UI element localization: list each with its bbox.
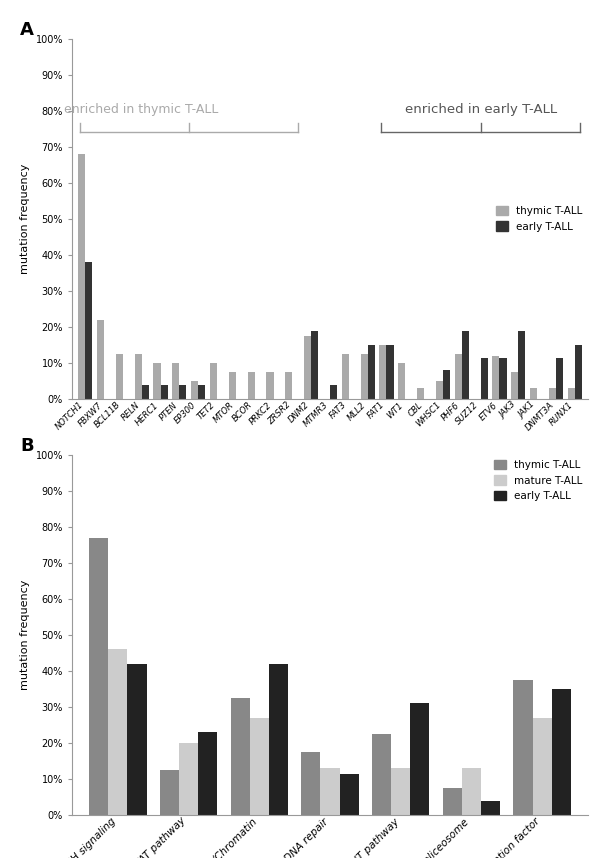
Bar [443, 788, 462, 815]
Y-axis label: mutation frequency: mutation frequency [20, 580, 30, 690]
Bar [481, 358, 488, 399]
Text: enriched in thymic T-ALL: enriched in thymic T-ALL [64, 103, 219, 116]
Bar [250, 718, 269, 815]
Bar [398, 363, 406, 399]
Bar [493, 356, 499, 399]
Bar [229, 372, 236, 399]
Bar [154, 363, 161, 399]
Legend: thymic T-ALL, early T-ALL: thymic T-ALL, early T-ALL [496, 206, 583, 232]
Bar [127, 664, 146, 815]
Bar [85, 262, 92, 399]
Bar [97, 320, 104, 399]
Bar [142, 384, 149, 399]
Legend: thymic T-ALL, mature T-ALL, early T-ALL: thymic T-ALL, mature T-ALL, early T-ALL [494, 460, 583, 501]
Text: A: A [20, 21, 34, 39]
Bar [533, 718, 551, 815]
Bar [386, 345, 394, 399]
Bar [109, 650, 127, 815]
Bar [455, 353, 462, 399]
Bar [361, 353, 368, 399]
Text: enriched in early T-ALL: enriched in early T-ALL [404, 103, 557, 116]
Bar [551, 689, 571, 815]
Bar [391, 768, 410, 815]
Bar [285, 372, 292, 399]
Bar [340, 774, 359, 815]
Bar [514, 680, 533, 815]
Bar [436, 381, 443, 399]
Bar [116, 353, 123, 399]
Bar [198, 384, 205, 399]
Bar [230, 698, 250, 815]
Bar [499, 358, 506, 399]
Bar [269, 664, 288, 815]
Bar [304, 335, 311, 399]
Bar [210, 363, 217, 399]
Bar [556, 358, 563, 399]
Bar [518, 330, 526, 399]
Bar [368, 345, 375, 399]
Bar [161, 384, 167, 399]
Bar [248, 372, 254, 399]
Bar [160, 770, 179, 815]
Bar [134, 353, 142, 399]
Bar [191, 381, 198, 399]
Bar [266, 372, 274, 399]
Bar [179, 743, 198, 815]
Bar [462, 330, 469, 399]
Bar [417, 388, 424, 399]
Bar [320, 768, 340, 815]
Bar [172, 363, 179, 399]
Bar [511, 372, 518, 399]
Bar [179, 384, 187, 399]
Bar [410, 704, 430, 815]
Bar [89, 538, 109, 815]
Bar [568, 388, 575, 399]
Bar [372, 734, 391, 815]
Bar [301, 752, 320, 815]
Bar [198, 732, 217, 815]
Y-axis label: mutation frequency: mutation frequency [20, 164, 30, 274]
Bar [78, 154, 85, 399]
Bar [481, 801, 500, 815]
Bar [330, 384, 337, 399]
Bar [311, 330, 319, 399]
Bar [549, 388, 556, 399]
Bar [530, 388, 537, 399]
Bar [379, 345, 386, 399]
Bar [341, 353, 349, 399]
Bar [575, 345, 582, 399]
Bar [462, 768, 481, 815]
Bar [443, 370, 450, 399]
Text: B: B [20, 437, 34, 455]
